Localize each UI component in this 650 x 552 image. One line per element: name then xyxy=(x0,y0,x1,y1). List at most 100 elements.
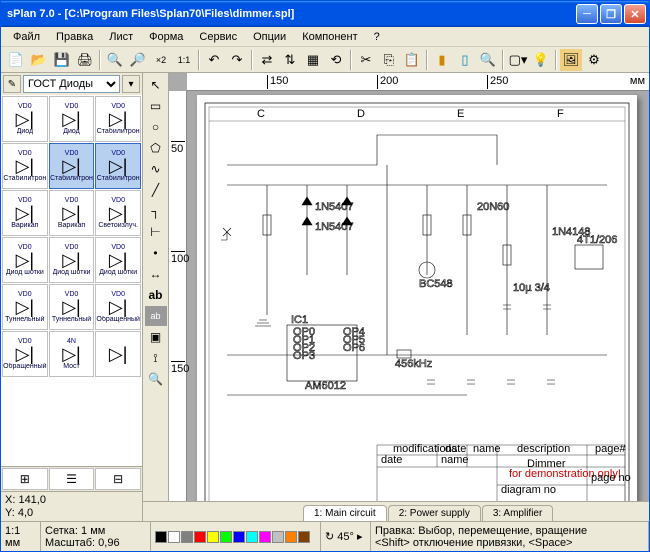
menu-form[interactable]: Форма xyxy=(141,29,191,45)
color-swatch[interactable] xyxy=(220,531,232,543)
close-button[interactable]: ✕ xyxy=(624,4,646,24)
color-swatch[interactable] xyxy=(207,531,219,543)
redo-icon[interactable]: ↷ xyxy=(226,49,248,71)
wire-icon[interactable]: ┐ xyxy=(145,201,167,221)
junction-icon[interactable]: • xyxy=(145,243,167,263)
open-icon[interactable]: 📂 xyxy=(28,49,50,71)
svg-text:D: D xyxy=(357,108,365,120)
color-swatch[interactable] xyxy=(194,531,206,543)
svg-text:BC548: BC548 xyxy=(419,278,453,290)
flip-v-icon[interactable]: ⇅ xyxy=(279,49,301,71)
net-icon[interactable]: ⊢ xyxy=(145,222,167,242)
library-select[interactable]: ГОСТ Диоды xyxy=(23,75,120,93)
color-swatch[interactable] xyxy=(168,531,180,543)
layer2-icon[interactable]: ▯ xyxy=(454,49,476,71)
zoom-1-1-icon[interactable]: 1:1 xyxy=(173,49,195,71)
bulb-icon[interactable]: 💡 xyxy=(530,49,552,71)
library-cell[interactable]: VD0▷|Стабилитрон xyxy=(95,96,141,142)
svg-text:description: description xyxy=(517,443,570,455)
library-cell[interactable]: VD0▷|Диод шотки xyxy=(95,237,141,283)
color-swatches[interactable] xyxy=(155,531,316,543)
color-swatch[interactable] xyxy=(233,531,245,543)
zoom-x2-icon[interactable]: ×2 xyxy=(150,49,172,71)
image-icon[interactable]: ▣ xyxy=(145,327,167,347)
lib-view1-icon[interactable]: ⊞ xyxy=(2,468,48,490)
lib-view2-icon[interactable]: ☰ xyxy=(49,468,95,490)
photo-icon[interactable]: 🖼 xyxy=(560,49,582,71)
line-icon[interactable]: ╱ xyxy=(145,180,167,200)
text-icon[interactable]: ab xyxy=(145,285,167,305)
menu-service[interactable]: Сервис xyxy=(191,29,245,45)
library-cell[interactable]: 4N▷|Мост xyxy=(49,331,95,377)
library-cell[interactable]: VD0▷|Диод xyxy=(2,96,48,142)
svg-text:F: F xyxy=(557,108,564,120)
lib-dropdown-icon[interactable]: ▾ xyxy=(122,75,140,93)
maximize-button[interactable]: ❐ xyxy=(600,4,622,24)
align-icon[interactable]: ▦ xyxy=(302,49,324,71)
canvas[interactable]: 150 200 250 мм 50 100 150 xyxy=(169,73,649,501)
save-icon[interactable]: 💾 xyxy=(51,49,73,71)
zoom-plus-icon[interactable]: 🔎 xyxy=(127,49,149,71)
library-cell[interactable]: ▷| xyxy=(95,331,141,377)
color-swatch[interactable] xyxy=(285,531,297,543)
copy-icon[interactable]: ⎘ xyxy=(378,49,400,71)
new-icon[interactable]: 📄 xyxy=(5,49,27,71)
circle-icon[interactable]: ○ xyxy=(145,117,167,137)
library-cell[interactable]: VD0▷|Туннельный xyxy=(49,284,95,330)
library-cell[interactable]: VD0▷|Туннельный xyxy=(2,284,48,330)
svg-text:page#: page# xyxy=(595,443,626,455)
rect-icon[interactable]: ▭ xyxy=(145,96,167,116)
search-icon[interactable]: 🔍 xyxy=(477,49,499,71)
measure-icon[interactable]: ⟟ xyxy=(145,348,167,368)
grid-icon[interactable]: ▢▾ xyxy=(507,49,529,71)
dimension-icon[interactable]: ↔ xyxy=(145,264,167,284)
color-swatch[interactable] xyxy=(155,531,167,543)
tab-power[interactable]: 2: Power supply xyxy=(388,505,481,521)
paste-icon[interactable]: 📋 xyxy=(401,49,423,71)
color-swatch[interactable] xyxy=(259,531,271,543)
color-swatch[interactable] xyxy=(272,531,284,543)
library-cell[interactable]: VD0▷|Светоизлуч. xyxy=(95,190,141,236)
tab-amp[interactable]: 3: Amplifier xyxy=(482,505,553,521)
angle-controls[interactable]: ↻ 45° ▸ xyxy=(321,522,371,551)
flip-h-icon[interactable]: ⇄ xyxy=(256,49,278,71)
library-cell[interactable]: VD0▷|Стабилитрон xyxy=(95,143,141,189)
menu-component[interactable]: Компонент xyxy=(294,29,365,45)
library-cell[interactable]: VD0▷|Стабилитрон xyxy=(2,143,48,189)
curve-icon[interactable]: ∿ xyxy=(145,159,167,179)
settings-icon[interactable]: ⚙ xyxy=(583,49,605,71)
schematic-sheet[interactable]: C D E F 1N5407 xyxy=(197,95,637,501)
menu-sheet[interactable]: Лист xyxy=(101,29,141,45)
menu-options[interactable]: Опции xyxy=(245,29,294,45)
lib-view3-icon[interactable]: ⊟ xyxy=(95,468,141,490)
zoom-tool-icon[interactable]: 🔍 xyxy=(145,369,167,389)
tab-main[interactable]: 1: Main circuit xyxy=(303,505,387,521)
cut-icon[interactable]: ✂ xyxy=(355,49,377,71)
library-cell[interactable]: VD0▷|Обращенный xyxy=(2,331,48,377)
menu-help[interactable]: ? xyxy=(366,29,388,45)
library-cell[interactable]: VD0▷|Стабилитрон xyxy=(49,143,95,189)
pointer-icon[interactable]: ↖ xyxy=(145,75,167,95)
library-cell[interactable]: VD0▷|Варикап xyxy=(2,190,48,236)
library-cell[interactable]: VD0▷|Диод xyxy=(49,96,95,142)
label-icon[interactable]: ab xyxy=(145,306,167,326)
menu-file[interactable]: Файл xyxy=(5,29,48,45)
color-swatch[interactable] xyxy=(181,531,193,543)
undo-icon[interactable]: ↶ xyxy=(203,49,225,71)
zoom-minus-icon[interactable]: 🔍 xyxy=(104,49,126,71)
color-swatch[interactable] xyxy=(246,531,258,543)
minimize-button[interactable]: ─ xyxy=(576,4,598,24)
layer1-icon[interactable]: ▮ xyxy=(431,49,453,71)
rotate-icon[interactable]: ⟲ xyxy=(325,49,347,71)
color-swatch[interactable] xyxy=(298,531,310,543)
svg-text:456kHz: 456kHz xyxy=(395,358,432,370)
library-cell[interactable]: VD0▷|Обращенный xyxy=(95,284,141,330)
library-cell[interactable]: VD0▷|Варикап xyxy=(49,190,95,236)
print-icon[interactable]: 🖨 xyxy=(74,49,96,71)
poly-icon[interactable]: ⬠ xyxy=(145,138,167,158)
svg-text:4T1/206: 4T1/206 xyxy=(577,234,617,246)
library-cell[interactable]: VD0▷|Диод шотки xyxy=(49,237,95,283)
library-cell[interactable]: VD0▷|Диод шотки xyxy=(2,237,48,283)
menu-edit[interactable]: Правка xyxy=(48,29,101,45)
lib-pencil-icon[interactable]: ✎ xyxy=(3,75,21,93)
